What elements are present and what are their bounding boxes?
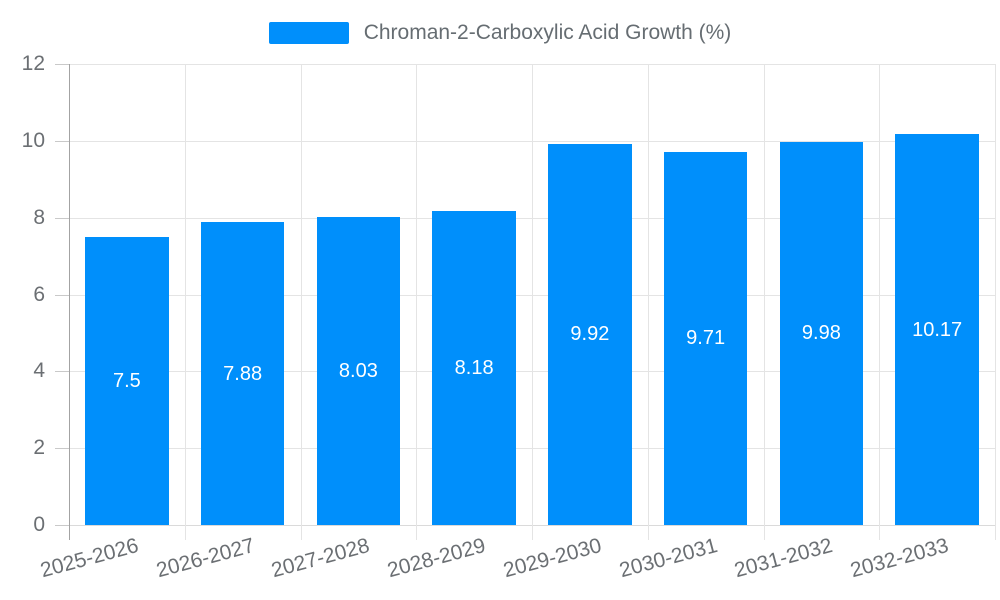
y-axis-tick bbox=[55, 448, 69, 450]
v-gridline bbox=[995, 64, 996, 540]
y-axis-line bbox=[69, 64, 70, 540]
bar[interactable] bbox=[895, 134, 979, 525]
v-gridline bbox=[184, 64, 186, 540]
bar-value-label: 8.03 bbox=[338, 359, 378, 382]
y-tick-label: 6 bbox=[33, 282, 45, 306]
v-gridline bbox=[647, 64, 649, 540]
x-tick-label: 2025-2026 bbox=[37, 534, 141, 583]
v-gridline bbox=[763, 64, 765, 540]
legend-label: Chroman-2-Carboxylic Acid Growth (%) bbox=[363, 21, 732, 44]
y-axis-tick bbox=[55, 140, 69, 142]
bar[interactable] bbox=[200, 222, 285, 525]
y-axis-tick bbox=[55, 371, 69, 373]
legend[interactable]: Chroman-2-Carboxylic Acid Growth (%) bbox=[0, 21, 1000, 45]
x-tick-label: 2032-2033 bbox=[848, 534, 952, 583]
v-gridline bbox=[532, 64, 533, 540]
y-tick-label: 0 bbox=[33, 513, 45, 536]
x-tick-label: 2029-2030 bbox=[500, 534, 604, 583]
bar-value-label: 7.88 bbox=[223, 362, 263, 385]
bar[interactable] bbox=[85, 236, 169, 525]
y-tick-label: 12 bbox=[21, 52, 45, 75]
x-tick-label: 2028-2029 bbox=[385, 534, 489, 583]
y-axis-tick bbox=[55, 217, 69, 219]
bar-value-label: 7.5 bbox=[112, 369, 141, 392]
bar-value-label: 9.71 bbox=[686, 327, 726, 350]
y-tick-label: 8 bbox=[33, 205, 45, 229]
bar-value-label: 9.98 bbox=[801, 322, 841, 345]
x-tick-label: 2027-2028 bbox=[269, 534, 373, 583]
v-gridline bbox=[300, 64, 302, 540]
x-tick-label: 2030-2031 bbox=[616, 534, 720, 583]
v-gridline bbox=[416, 64, 418, 540]
legend-marker bbox=[268, 22, 349, 44]
bar[interactable] bbox=[663, 151, 748, 525]
y-axis-tick bbox=[55, 294, 69, 296]
bar-value-label: 8.18 bbox=[454, 356, 494, 379]
bar-value-label: 10.17 bbox=[912, 318, 963, 341]
y-tick-label: 2 bbox=[33, 436, 45, 460]
x-tick-label: 2026-2027 bbox=[153, 534, 257, 583]
bar[interactable] bbox=[548, 143, 632, 525]
bar[interactable] bbox=[779, 141, 864, 525]
y-axis-tick bbox=[55, 64, 69, 65]
x-tick-label: 2031-2032 bbox=[732, 534, 836, 583]
y-axis-tick bbox=[55, 525, 69, 526]
y-tick-label: 10 bbox=[21, 128, 45, 152]
bar[interactable] bbox=[432, 210, 516, 525]
v-gridline bbox=[879, 64, 881, 540]
bar-value-label: 9.92 bbox=[570, 323, 610, 346]
bar[interactable] bbox=[316, 216, 401, 525]
y-tick-label: 4 bbox=[33, 359, 45, 383]
